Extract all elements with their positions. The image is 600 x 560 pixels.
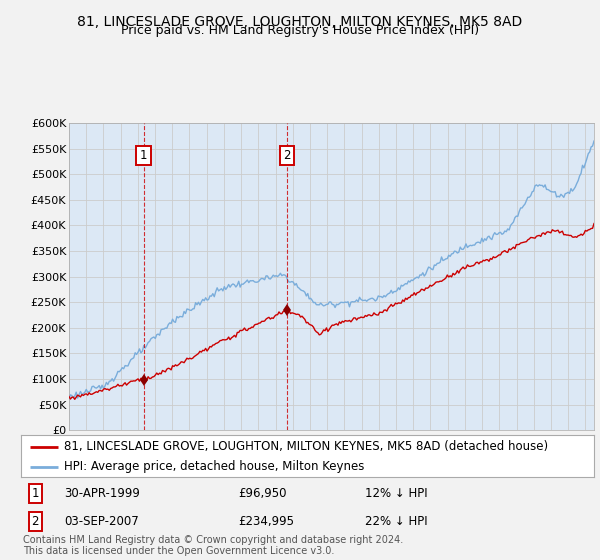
Text: 81, LINCESLADE GROVE, LOUGHTON, MILTON KEYNES, MK5 8AD: 81, LINCESLADE GROVE, LOUGHTON, MILTON K… [77,15,523,29]
Text: 12% ↓ HPI: 12% ↓ HPI [365,487,427,500]
Text: 2: 2 [283,149,291,162]
Text: 1: 1 [140,149,147,162]
Text: 1: 1 [32,487,39,500]
Text: £96,950: £96,950 [239,487,287,500]
Text: 22% ↓ HPI: 22% ↓ HPI [365,515,427,528]
Text: 81, LINCESLADE GROVE, LOUGHTON, MILTON KEYNES, MK5 8AD (detached house): 81, LINCESLADE GROVE, LOUGHTON, MILTON K… [64,440,548,454]
Text: HPI: Average price, detached house, Milton Keynes: HPI: Average price, detached house, Milt… [64,460,364,473]
Text: £234,995: £234,995 [239,515,295,528]
Text: 2: 2 [32,515,39,528]
Text: 30-APR-1999: 30-APR-1999 [64,487,140,500]
Text: Contains HM Land Registry data © Crown copyright and database right 2024.
This d: Contains HM Land Registry data © Crown c… [23,535,403,557]
Text: 03-SEP-2007: 03-SEP-2007 [64,515,139,528]
Text: Price paid vs. HM Land Registry's House Price Index (HPI): Price paid vs. HM Land Registry's House … [121,24,479,37]
